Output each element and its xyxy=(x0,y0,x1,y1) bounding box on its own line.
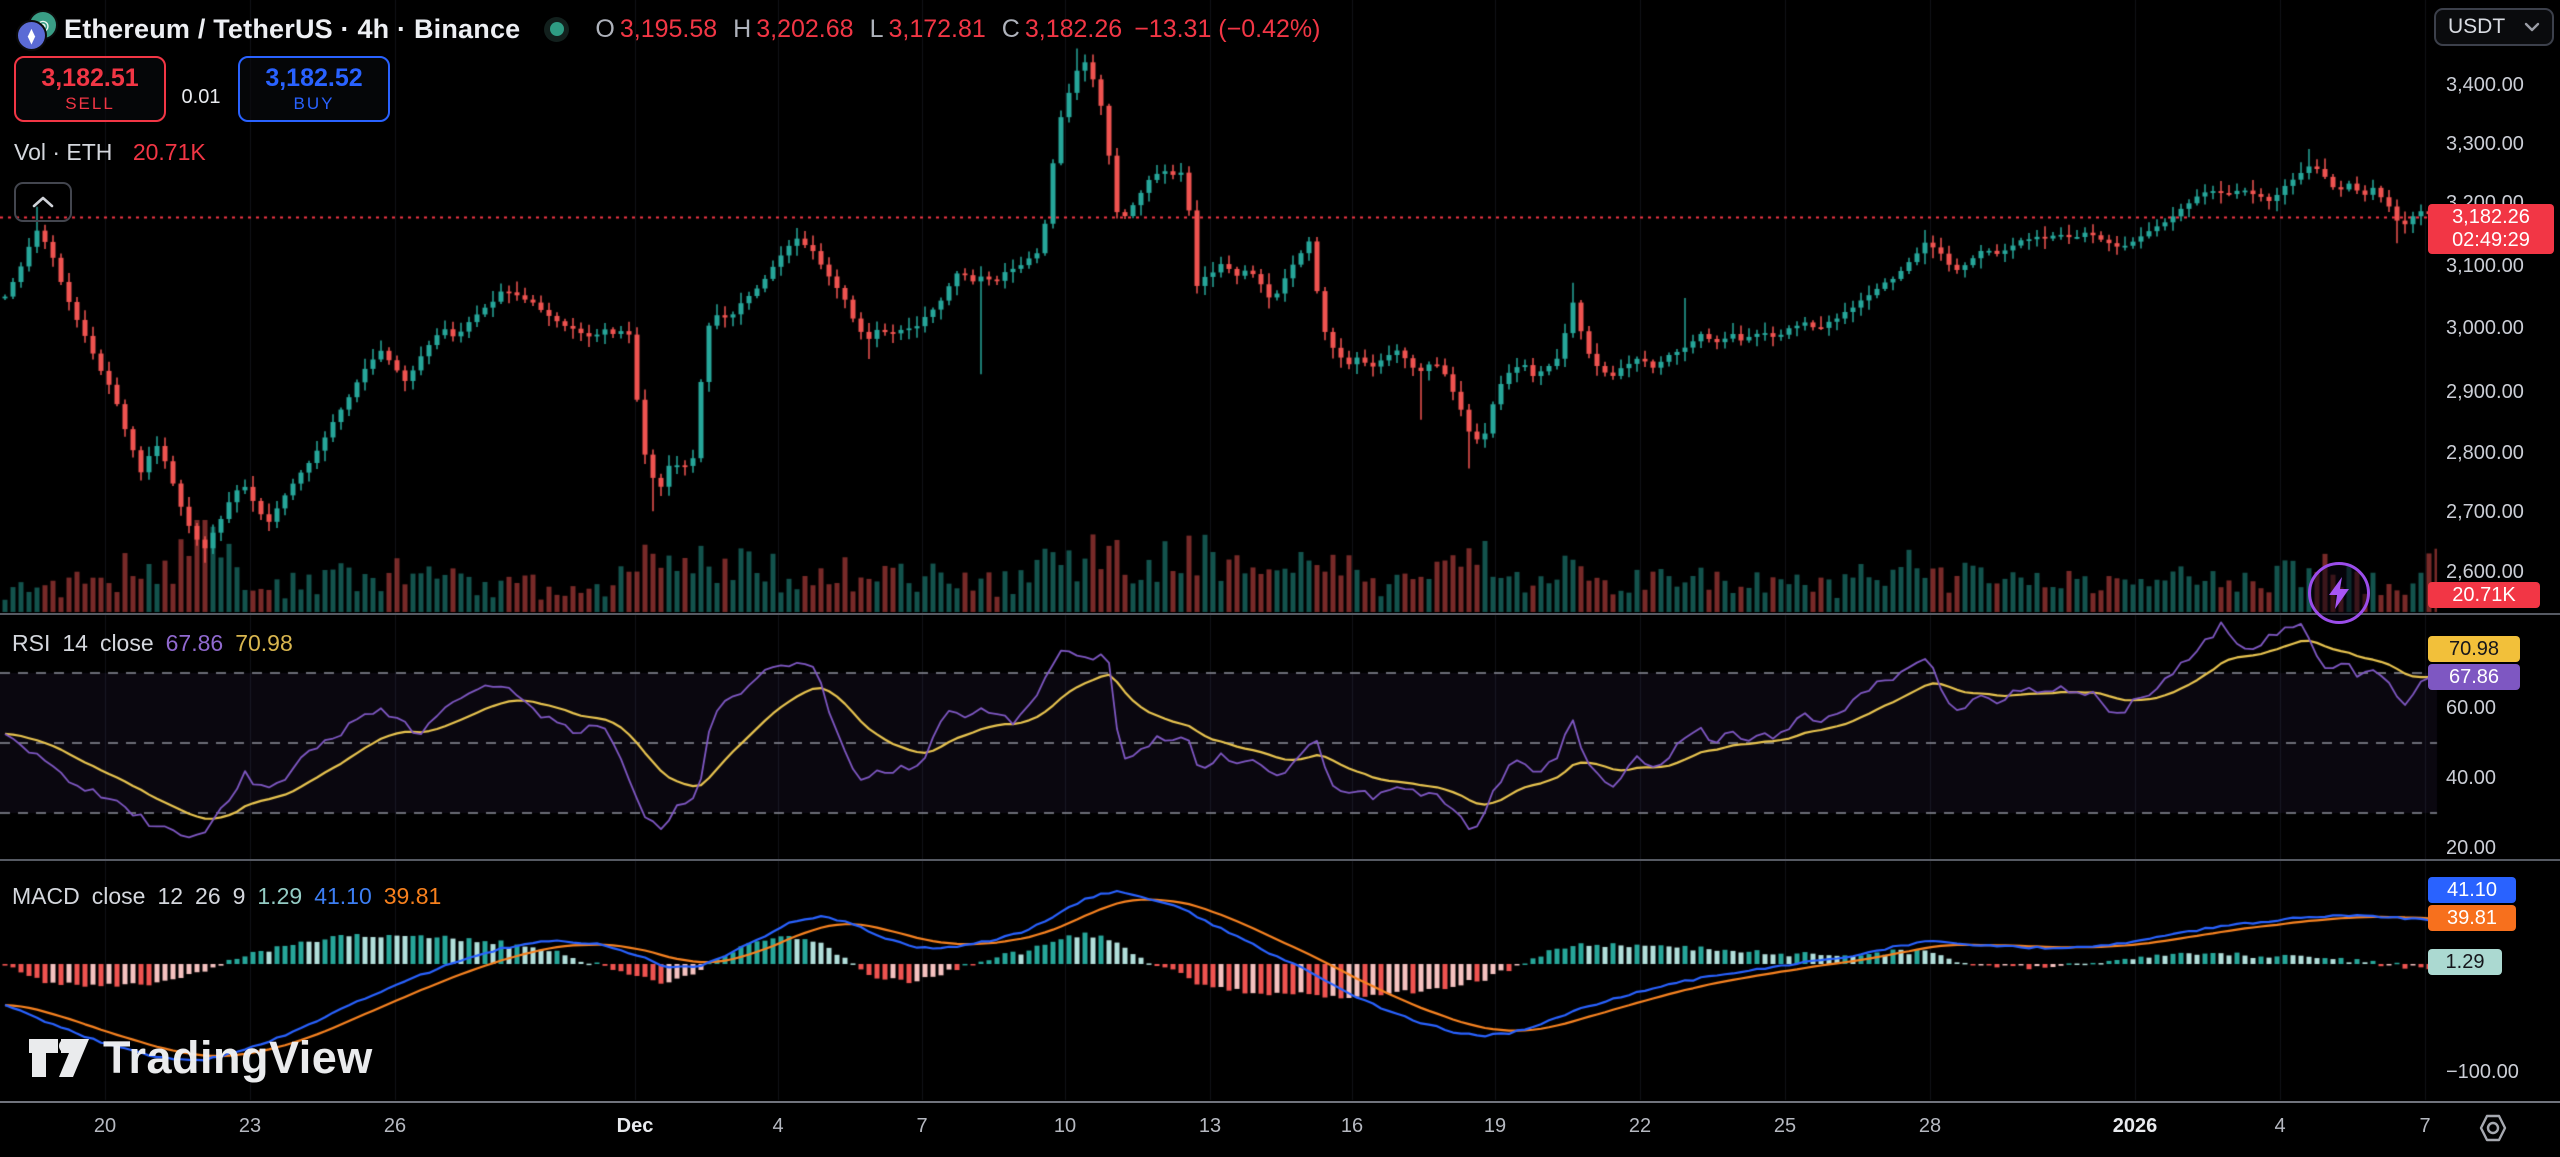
time-tick-label: 4 xyxy=(772,1115,784,1137)
time-axis-border xyxy=(0,1101,2560,1103)
volume-value: 20.71K xyxy=(132,139,206,165)
pair-icon: ◎ ⧫ xyxy=(14,8,58,51)
macd-slow: 26 xyxy=(195,883,221,909)
volume-legend: Vol · ETH 20.71K xyxy=(14,139,206,166)
market-status-icon[interactable] xyxy=(544,16,570,42)
high-label: H xyxy=(733,14,752,43)
pane-separator-rsi-macd[interactable] xyxy=(0,859,2560,861)
time-tick-label: 7 xyxy=(916,1115,928,1137)
macd-signal-length: 9 xyxy=(232,883,246,909)
rsi-legend[interactable]: RSI 14 close 67.86 70.98 xyxy=(12,630,293,657)
last-price: 3,182.26 xyxy=(2452,206,2530,228)
axis-tick-label: 3,100.00 xyxy=(2446,255,2524,277)
sell-button[interactable]: 3,182.51 SELL xyxy=(14,56,166,122)
ohlc-readout: O 3,195.58 H 3,202.68 L 3,172.81 C 3,182… xyxy=(579,15,1320,44)
spread-value: 0.01 xyxy=(181,86,221,108)
axis-tick-label: 40.00 xyxy=(2446,767,2497,789)
time-tick-label: 4 xyxy=(2274,1115,2286,1137)
low-label: L xyxy=(869,14,884,43)
macd-signal-value: 39.81 xyxy=(383,883,442,909)
time-tick-label: 19 xyxy=(1483,1115,1507,1137)
axis-tick-label: 2,700.00 xyxy=(2446,501,2524,523)
sell-price: 3,182.51 xyxy=(41,64,139,92)
quick-trade-button[interactable] xyxy=(2308,562,2370,624)
watermark-text: TradingView xyxy=(103,1032,373,1083)
axis-tick-label: 60.00 xyxy=(2446,697,2497,719)
axis-tick-label: 20.00 xyxy=(2446,837,2497,859)
time-tick-label: 10 xyxy=(1053,1115,1077,1137)
low-value: 3,172.81 xyxy=(888,14,986,43)
axis-tick-label: 3,000.00 xyxy=(2446,317,2524,339)
axis-tick-label: −100.00 xyxy=(2446,1061,2519,1083)
currency-label: USDT xyxy=(2448,15,2506,38)
time-scale-settings-button[interactable] xyxy=(2476,1111,2510,1150)
collapse-panel-button[interactable] xyxy=(14,182,72,222)
buy-price: 3,182.52 xyxy=(265,64,363,92)
time-tick-label: 23 xyxy=(238,1115,262,1137)
axis-tick-label: 3,400.00 xyxy=(2446,74,2524,96)
time-tick-label: Dec xyxy=(616,1115,654,1137)
pane-separator-main-rsi[interactable] xyxy=(0,613,2560,615)
macd-hist-value: 1.29 xyxy=(257,883,303,909)
rsi-source: close xyxy=(99,630,154,656)
axis-tick-label: 2,600.00 xyxy=(2446,561,2524,583)
macd-legend[interactable]: MACD close 12 26 9 1.29 41.10 39.81 xyxy=(12,883,441,910)
macd-source: close xyxy=(91,883,146,909)
bar-countdown: 02:49:29 xyxy=(2452,229,2530,251)
time-tick-label: 20 xyxy=(93,1115,117,1137)
price-scale[interactable]: 3,400.00 3,300.00 3,200.00 3,100.00 3,000.00… xyxy=(2440,0,2560,1157)
tradingview-watermark: TradingView xyxy=(28,1032,373,1084)
time-tick-label: 13 xyxy=(1198,1115,1222,1137)
change-value: −13.31 (−0.42%) xyxy=(1134,14,1321,43)
chevron-down-icon xyxy=(2524,22,2540,32)
time-tick-label: 25 xyxy=(1773,1115,1797,1137)
chevron-up-icon xyxy=(32,196,54,208)
time-tick-label: 2026 xyxy=(2112,1115,2158,1137)
time-scale[interactable]: 20 23 26 Dec 4 7 10 13 16 19 22 25 28 2026 4 7 xyxy=(0,1103,2560,1157)
close-label: C xyxy=(1001,14,1020,43)
time-tick-label: 28 xyxy=(1918,1115,1942,1137)
macd-title: MACD xyxy=(12,883,80,909)
macd-hist-badge: 1.29 xyxy=(2428,949,2502,975)
rsi-title: RSI xyxy=(12,630,51,656)
axis-tick-label: 2,800.00 xyxy=(2446,442,2524,464)
time-tick-label: 16 xyxy=(1340,1115,1364,1137)
rsi-length: 14 xyxy=(62,630,88,656)
tradingview-logo-icon xyxy=(29,1039,89,1077)
macd-signal-badge: 39.81 xyxy=(2428,905,2516,931)
rsi-badge: 67.86 xyxy=(2428,664,2520,690)
macd-line-badge: 41.10 xyxy=(2428,877,2516,903)
sell-label: SELL xyxy=(65,94,115,113)
currency-dropdown[interactable]: USDT xyxy=(2434,8,2554,46)
volume-label: Vol · ETH xyxy=(14,139,113,165)
gear-icon xyxy=(2479,1114,2507,1142)
time-tick-label: 26 xyxy=(383,1115,407,1137)
rsi-ma-badge: 70.98 xyxy=(2428,636,2520,662)
symbol-legend: ◎ ⧫ Ethereum / TetherUS · 4h · Binance O… xyxy=(14,8,1320,51)
volume-badge: 20.71K xyxy=(2428,582,2540,608)
axis-tick-label: 2,900.00 xyxy=(2446,381,2524,403)
buy-button[interactable]: 3,182.52 BUY xyxy=(238,56,390,122)
rsi-value: 67.86 xyxy=(165,630,224,656)
high-value: 3,202.68 xyxy=(756,14,854,43)
open-value: 3,195.58 xyxy=(619,14,718,43)
last-price-badge: 3,182.26 02:49:29 xyxy=(2428,204,2554,254)
open-label: O xyxy=(595,14,615,43)
macd-value: 41.10 xyxy=(314,883,372,909)
buy-label: BUY xyxy=(293,94,335,113)
lightning-icon xyxy=(2329,577,2349,609)
ethereum-icon: ⧫ xyxy=(16,20,47,51)
macd-fast: 12 xyxy=(157,883,184,909)
rsi-ma-value: 70.98 xyxy=(235,630,293,656)
symbol-title[interactable]: Ethereum / TetherUS · 4h · Binance xyxy=(64,13,521,44)
axis-tick-label: 3,300.00 xyxy=(2446,133,2524,155)
time-tick-label: 22 xyxy=(1628,1115,1652,1137)
time-tick-label: 7 xyxy=(2419,1115,2431,1137)
close-value: 3,182.26 xyxy=(1024,14,1123,43)
